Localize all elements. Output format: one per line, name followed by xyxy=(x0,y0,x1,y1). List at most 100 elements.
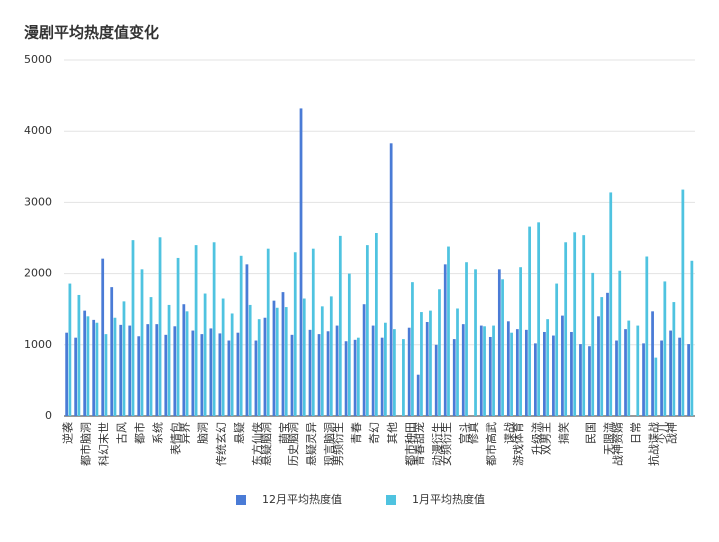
y-tick-label: 0 xyxy=(45,409,52,422)
bar xyxy=(492,325,495,416)
x-tick-label: 战神 xyxy=(664,422,678,444)
bar xyxy=(281,292,285,416)
x-tick-label: 搞笑 xyxy=(556,422,570,444)
x-tick-label: 悬疑灵异 xyxy=(305,422,318,466)
bar xyxy=(230,313,234,416)
bar xyxy=(338,235,342,416)
x-tick-label: 游戏体育 xyxy=(511,422,525,466)
bar xyxy=(506,321,510,416)
y-tick-label: 2000 xyxy=(24,267,52,280)
bar xyxy=(474,269,477,416)
x-tick-label: 奇幻 xyxy=(368,422,381,444)
bar xyxy=(678,337,681,416)
bar xyxy=(380,337,384,416)
bar xyxy=(122,301,126,416)
x-tick-label: 修真 xyxy=(466,422,480,444)
bar xyxy=(510,332,513,416)
x-tick-label: 升级流 xyxy=(529,422,543,455)
bar xyxy=(74,337,78,416)
bar xyxy=(690,260,694,416)
bar xyxy=(302,298,306,416)
bar xyxy=(618,270,622,416)
bar xyxy=(95,322,99,416)
bar xyxy=(582,235,586,416)
bar xyxy=(284,307,288,416)
bar xyxy=(209,328,213,416)
bar xyxy=(173,326,177,416)
bar xyxy=(570,331,573,416)
bar xyxy=(588,346,591,416)
x-tick-label: 都市 xyxy=(133,422,147,444)
bar xyxy=(65,332,69,416)
bar xyxy=(461,324,465,416)
x-tick-label: 宫斗 xyxy=(457,422,471,444)
bar xyxy=(384,322,387,416)
bar xyxy=(425,322,429,416)
bar xyxy=(158,237,162,416)
x-tick-label: 现言脑洞 xyxy=(323,422,336,466)
bar xyxy=(110,287,114,416)
x-tick-label: 萌宝 xyxy=(277,422,291,444)
bar xyxy=(77,294,81,416)
x-tick-label: 表情包 xyxy=(169,422,183,455)
bar xyxy=(663,281,667,416)
bar xyxy=(672,302,676,416)
x-tick-label: 少儿 xyxy=(656,422,669,444)
legend-label: 12月平均热度值 xyxy=(262,492,342,506)
bar xyxy=(597,316,600,416)
bar xyxy=(416,374,420,416)
bar xyxy=(239,255,243,416)
bar xyxy=(552,335,555,416)
x-tick-label: 双男主 xyxy=(539,422,552,455)
x-tick-label: 科幻末世 xyxy=(97,422,111,466)
bar xyxy=(555,283,559,416)
legend-swatch xyxy=(236,495,246,505)
bar xyxy=(299,108,303,416)
bar xyxy=(420,312,423,416)
bar xyxy=(443,264,447,416)
bar xyxy=(257,319,261,416)
bar xyxy=(393,329,396,416)
x-tick-label: 悬疑 xyxy=(233,422,246,444)
bar xyxy=(564,242,568,416)
bar xyxy=(329,296,333,416)
bar xyxy=(149,297,153,416)
bar xyxy=(456,308,459,416)
bar xyxy=(83,310,87,416)
bar xyxy=(660,340,663,416)
bar xyxy=(407,327,411,416)
bar xyxy=(483,326,486,416)
bar xyxy=(272,300,276,416)
bar xyxy=(155,324,159,416)
bar xyxy=(488,336,492,416)
bar xyxy=(591,272,595,416)
bar xyxy=(113,317,117,416)
bar xyxy=(362,304,366,416)
bar xyxy=(263,317,267,416)
bar xyxy=(642,343,645,416)
bar xyxy=(311,248,315,416)
bar xyxy=(275,307,279,416)
bar xyxy=(245,264,249,416)
bar xyxy=(326,331,330,416)
bar xyxy=(636,325,640,416)
bar xyxy=(429,310,432,416)
x-tick-label: 无限流 xyxy=(601,422,615,455)
bar xyxy=(86,316,90,416)
bar xyxy=(627,320,631,416)
bar xyxy=(546,319,550,416)
bar xyxy=(374,233,378,416)
x-tick-label: 民国 xyxy=(584,422,597,444)
bar xyxy=(465,262,468,416)
x-tick-label: 动漫衍生 xyxy=(430,422,444,466)
bar xyxy=(669,330,672,416)
bar xyxy=(227,340,231,416)
bar xyxy=(600,297,604,416)
x-tick-label: 谍战 xyxy=(503,422,516,444)
bar xyxy=(218,333,222,416)
bar xyxy=(687,344,691,416)
bar xyxy=(308,329,312,416)
x-tick-label: 都市种田 xyxy=(403,422,417,466)
x-tick-label: 脑洞 xyxy=(197,422,210,444)
bar xyxy=(335,325,339,416)
